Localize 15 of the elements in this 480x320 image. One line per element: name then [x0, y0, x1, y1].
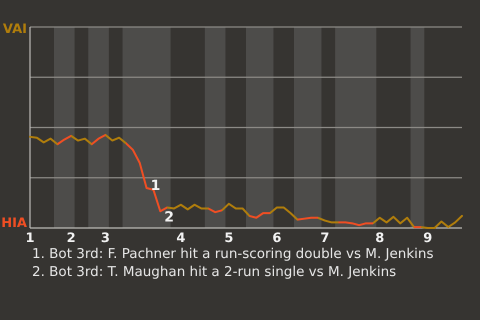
text: 1. Bot 3rd: F. Pachner hit a run-scoring double vs M. Jenkins — [32, 246, 434, 262]
x-tick-label: 6 — [272, 231, 282, 246]
text: HIA — [1, 216, 27, 231]
x-tick-label: 5 — [224, 231, 234, 246]
text: 2. Bot 3rd: T. Maughan hit a 2-run single vs M. Jenkins — [32, 264, 396, 280]
x-tick-label: 3 — [100, 231, 110, 246]
x-tick-label: 8 — [375, 231, 384, 246]
annotation: 1 — [150, 178, 160, 194]
x-tick-label: 1 — [25, 231, 35, 246]
x-tick-label: 4 — [176, 231, 186, 246]
text: VAI — [2, 22, 27, 37]
x-tick-label: 9 — [423, 231, 432, 246]
x-tick-label: 2 — [66, 231, 76, 246]
x-tick-label: 7 — [320, 231, 330, 246]
annotation: 2 — [164, 209, 174, 226]
